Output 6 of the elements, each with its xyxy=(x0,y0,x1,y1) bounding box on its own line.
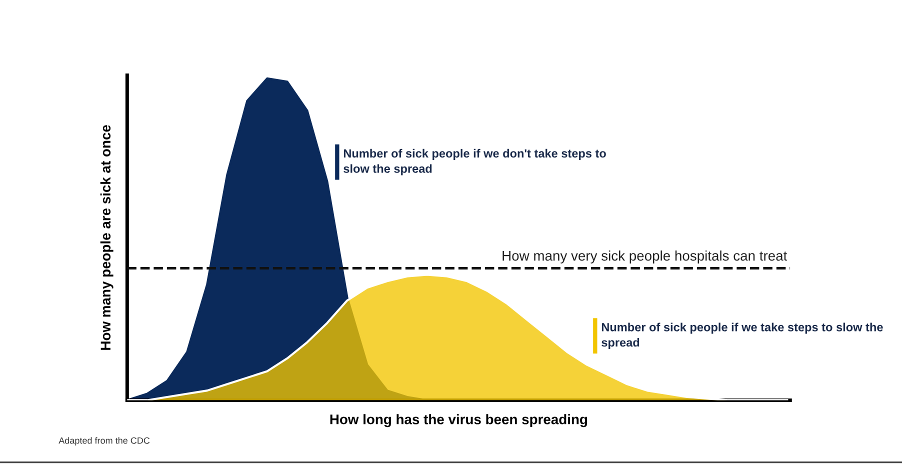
text: Adapted from the CDC xyxy=(58,437,150,446)
x-axis-title: How long has the virus been spreading xyxy=(330,414,588,428)
ref-line-label: How many very sick people hospitals can treat xyxy=(502,250,788,264)
y-axis-title: How many people are sick at once xyxy=(100,125,114,350)
series-label: Number of sick people if we don't take steps to slow the spread xyxy=(344,148,606,176)
series-label: Number of sick people if we take steps to slow the spread xyxy=(602,322,883,349)
